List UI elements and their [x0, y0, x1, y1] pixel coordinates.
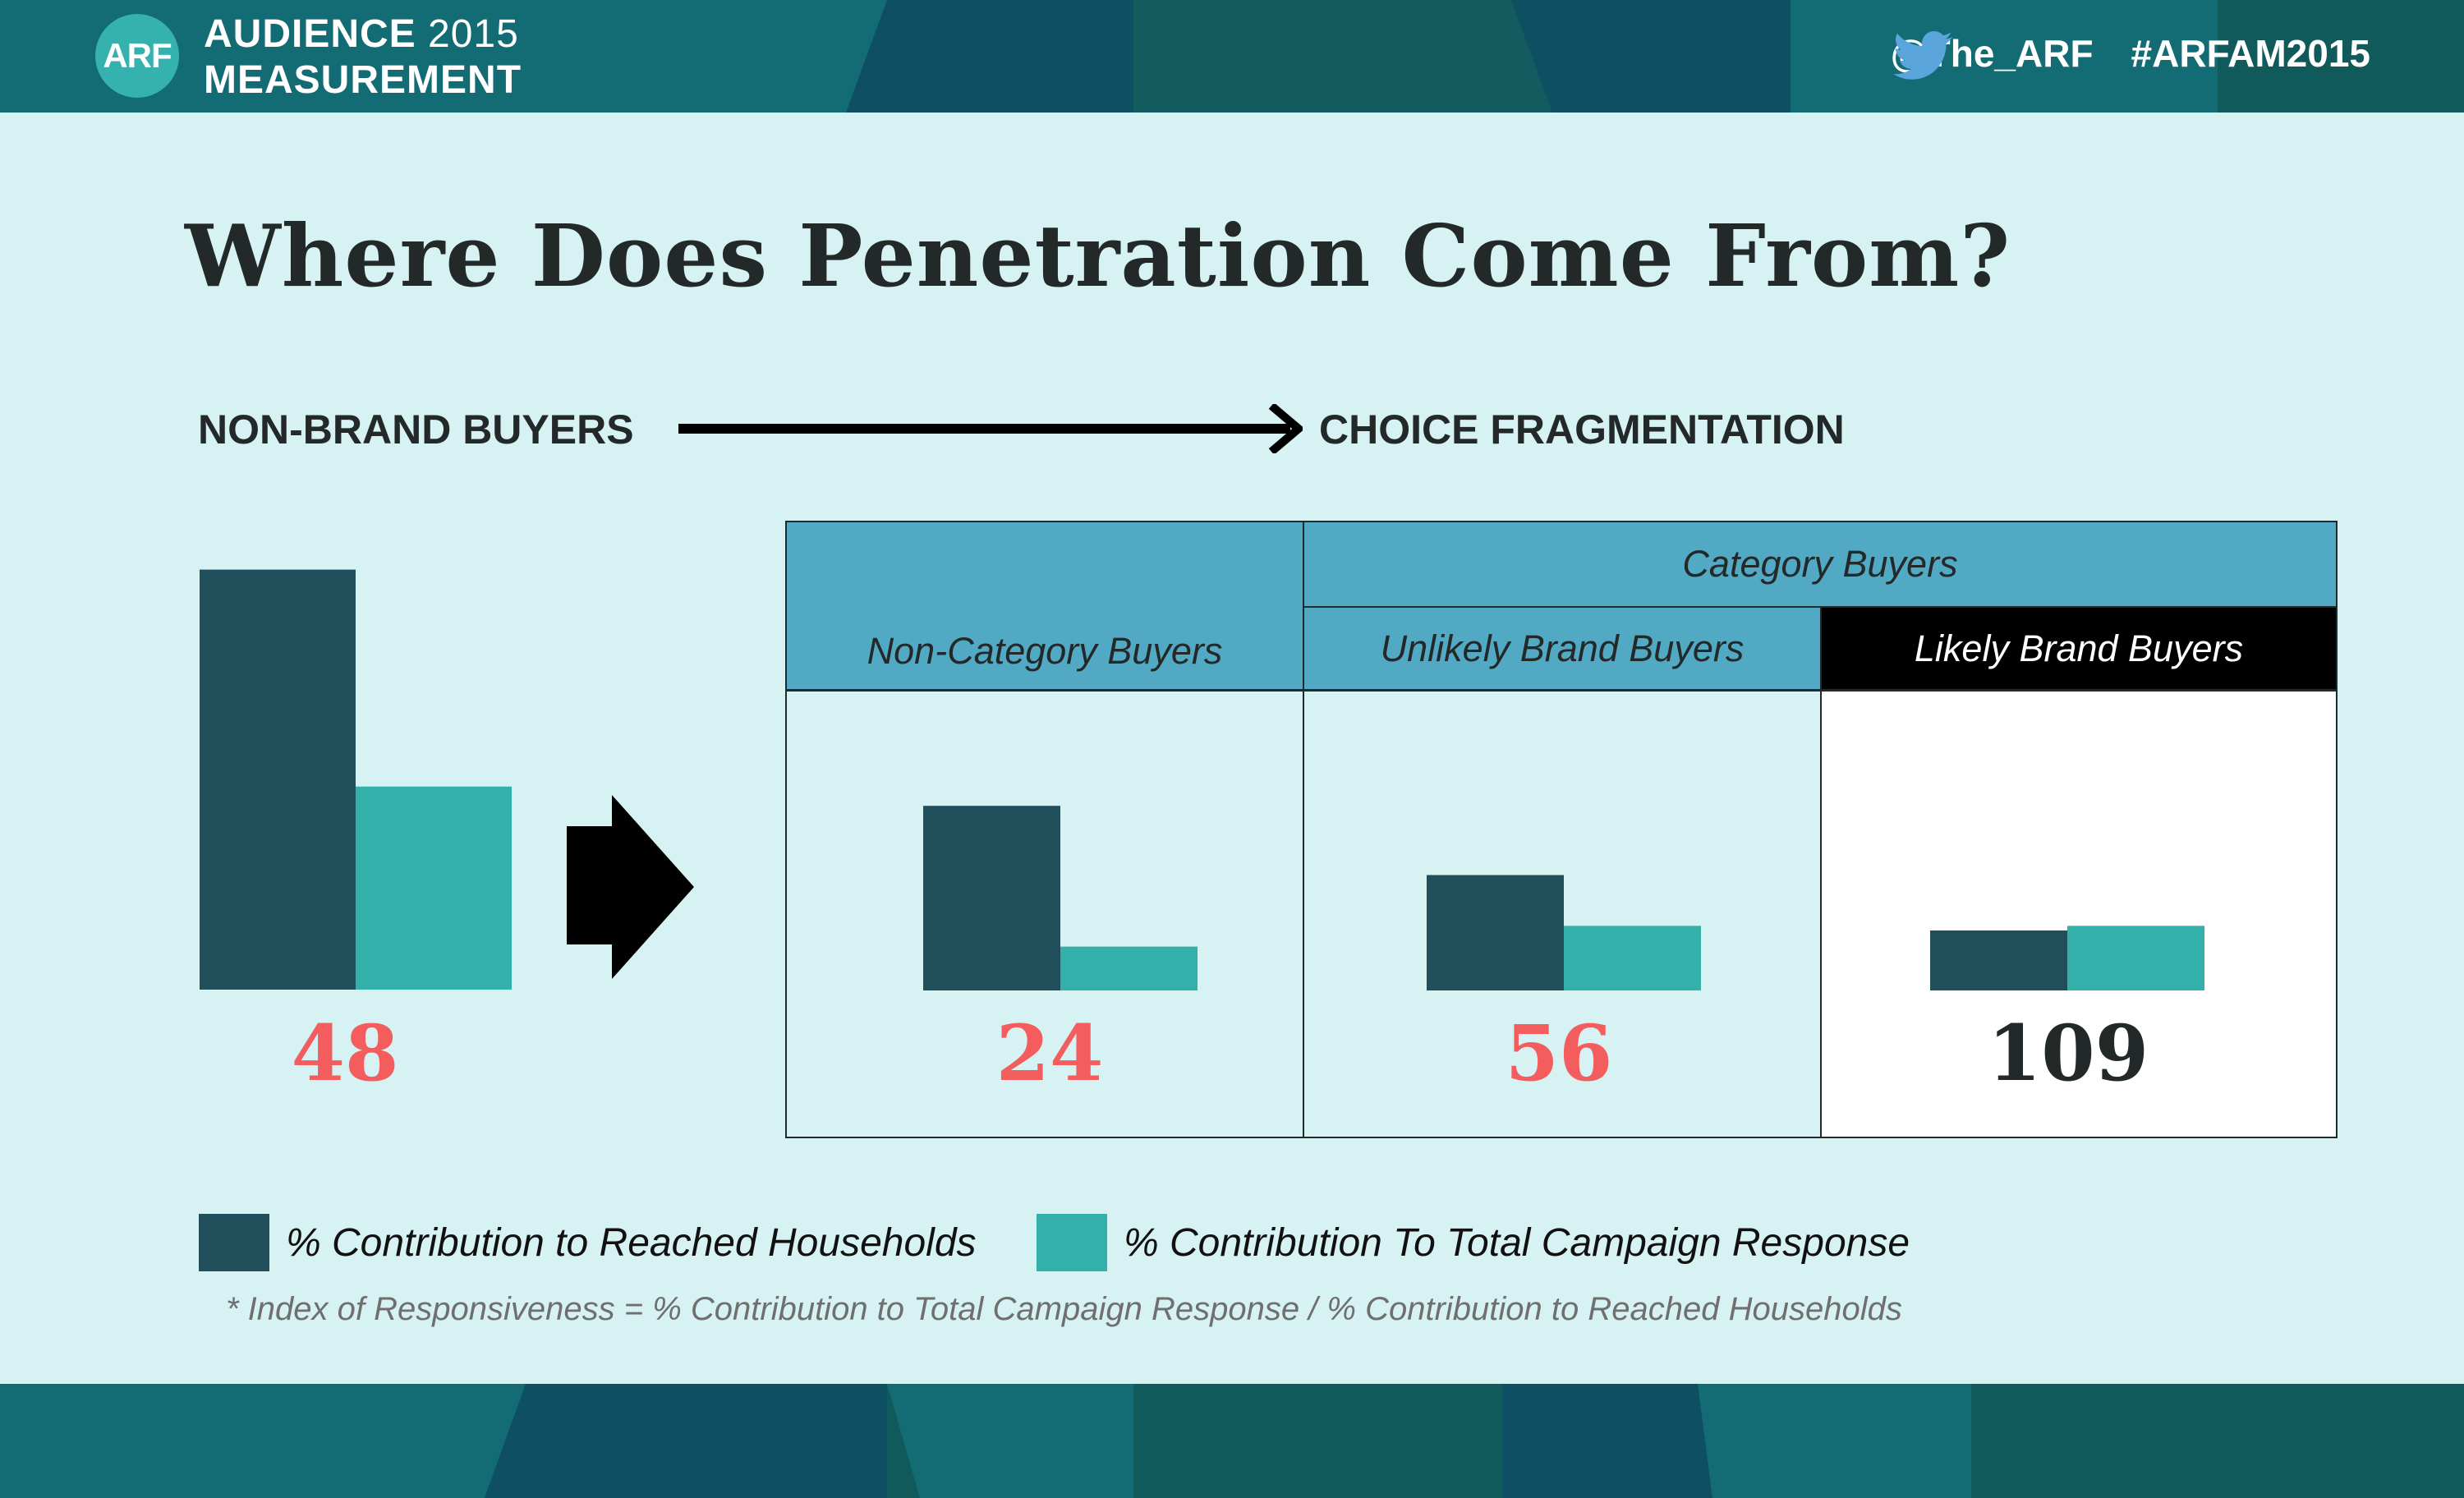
- social-handles: @The_ARF #ARFAM2015: [1891, 31, 2370, 80]
- group-header-category-buyers: Category Buyers: [1304, 522, 2336, 608]
- bar-reached-likely-brand-buyers: [1930, 930, 2067, 990]
- footnote: * Index of Responsiveness = % Contributi…: [226, 1291, 1902, 1327]
- index-label-non-brand: 48: [291, 1009, 399, 1099]
- bar-response-non-brand-buyers: [356, 786, 512, 990]
- footer-band: SOURCE: NIELSEN CATALINA SOLUTIONS©2015: [0, 1384, 2464, 1498]
- arf-logo-badge: ARF: [95, 14, 179, 98]
- chart-title: Where Does Penetration Come From?: [185, 205, 2011, 306]
- column-header-non-category: Non-Category Buyers: [787, 522, 1304, 692]
- bar-reached-non-category-buyers: [923, 806, 1060, 990]
- table-cell-likely-brand: [1822, 692, 2336, 1137]
- bar-response-likely-brand-buyers: [2067, 926, 2204, 990]
- column-header-label: Non-Category Buyers: [867, 630, 1223, 672]
- column-header-label: Unlikely Brand Buyers: [1380, 627, 1745, 669]
- column-header-label: Likely Brand Buyers: [1914, 627, 2244, 669]
- table-cell-unlikely-brand: [1304, 692, 1822, 1137]
- index-label-unlikely-brand: 56: [1505, 1009, 1613, 1099]
- logo-line-2: MEASUREMENT: [204, 58, 522, 102]
- bar-reached-unlikely-brand-buyers: [1427, 875, 1564, 990]
- long-right-arrow-icon: [678, 404, 1303, 453]
- legend-swatch-reached: [199, 1214, 269, 1271]
- legend-item-reached: % Contribution to Reached Households: [199, 1214, 977, 1271]
- bar-response-unlikely-brand-buyers: [1564, 926, 1701, 990]
- flow-from-label: NON-BRAND BUYERS: [198, 407, 634, 453]
- twitter-bird-icon: [1892, 31, 1952, 80]
- segment-table: Non-Category Buyers Category Buyers Unli…: [785, 521, 2338, 1138]
- index-label-likely-brand: 109: [1987, 1009, 2149, 1099]
- legend-label-response: % Contribution To Total Campaign Respons…: [1124, 1220, 1910, 1265]
- index-label-non-category: 24: [995, 1009, 1104, 1099]
- header-background: [0, 0, 2464, 113]
- column-header-unlikely-brand: Unlikely Brand Buyers: [1304, 608, 1822, 692]
- table-cell-non-category: [787, 692, 1304, 1137]
- logo-line-1: AUDIENCE: [204, 12, 416, 56]
- logo-year: 2015: [428, 12, 519, 56]
- column-header-likely-brand: Likely Brand Buyers: [1822, 608, 2336, 692]
- event-logo-text: AUDIENCE 2015 MEASUREMENT: [204, 11, 522, 103]
- header-band: ARF AUDIENCE 2015 MEASUREMENT @The_ARF #…: [0, 0, 2464, 113]
- bar-response-non-category-buyers: [1060, 946, 1198, 990]
- legend-label-reached: % Contribution to Reached Households: [286, 1220, 977, 1265]
- right-arrow-icon: [567, 795, 694, 979]
- legend-item-response: % Contribution To Total Campaign Respons…: [1037, 1214, 1910, 1271]
- legend-swatch-response: [1037, 1214, 1107, 1271]
- event-hashtag[interactable]: #ARFAM2015: [2131, 32, 2370, 75]
- flow-to-label: CHOICE FRAGMENTATION: [1319, 407, 1845, 453]
- bar-reached-non-brand-buyers: [200, 569, 356, 990]
- footer-background: [0, 1384, 2464, 1498]
- group-header-label: Category Buyers: [1682, 543, 1958, 585]
